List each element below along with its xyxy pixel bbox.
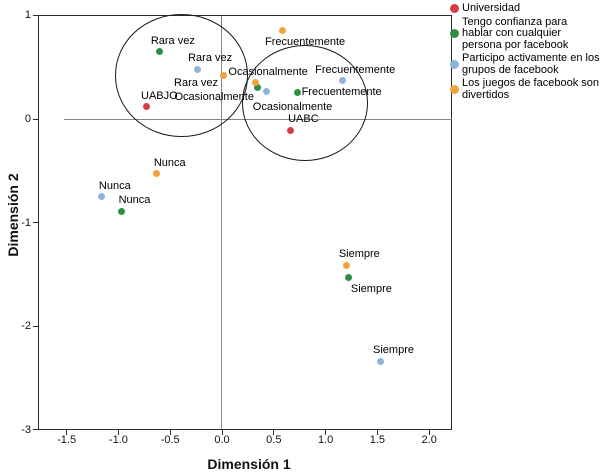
- legend-item-confianza: Tengo confianza para hablar con cualquie…: [450, 15, 606, 52]
- cluster-circle: [115, 14, 248, 137]
- data-point: [338, 77, 346, 85]
- x-tick-label: -1.0: [108, 434, 128, 446]
- data-point: [153, 170, 161, 178]
- data-point: [344, 274, 352, 281]
- legend-dot-confianza-icon: [450, 29, 459, 39]
- point-label: Siempre: [350, 282, 392, 295]
- y-tick-mark: [33, 325, 38, 327]
- point-label: UABC: [288, 113, 319, 126]
- x-tick-mark: [169, 430, 171, 435]
- legend-dot-participo-icon: [450, 60, 459, 69]
- legend-label-participo: Participo activamente en los grupos de f…: [462, 52, 600, 76]
- point-label: Rara vez: [188, 52, 233, 65]
- x-tick-label: 0.5: [266, 434, 282, 446]
- legend-dot-juegos-icon: [450, 85, 459, 94]
- y-tick-mark: [33, 222, 38, 224]
- x-tick-mark: [221, 430, 223, 435]
- point-label: Rara vez: [150, 34, 195, 47]
- data-point: [263, 87, 271, 95]
- data-point: [251, 79, 259, 87]
- x-tick-mark: [428, 430, 430, 435]
- point-label: Nunca: [153, 156, 186, 169]
- x-tick-mark: [376, 430, 378, 435]
- data-point: [286, 126, 294, 134]
- point-label: Nunca: [118, 194, 151, 207]
- data-point: [98, 193, 106, 201]
- point-label: Siempre: [338, 248, 380, 261]
- point-label: Ocasionalmente: [228, 65, 308, 78]
- x-tick-label: -1.5: [57, 434, 77, 446]
- x-zero-line: [221, 16, 222, 429]
- y-tick-mark: [33, 118, 38, 120]
- x-tick-mark: [325, 430, 327, 435]
- x-tick-mark: [117, 430, 119, 435]
- y-axis-title: Dimensión 2: [5, 173, 21, 257]
- x-tick-label: -0.5: [160, 434, 180, 446]
- data-point: [342, 261, 350, 269]
- point-label: Frecuentemente: [315, 63, 396, 76]
- point-label: Frecuentemente: [265, 35, 346, 48]
- data-point: [118, 207, 125, 215]
- y-tick-label: 1: [24, 9, 31, 22]
- x-tick-mark: [273, 430, 275, 435]
- point-label: Frecuentemente: [301, 86, 382, 99]
- legend-item-juegos: Los juegos de facebook son divertidos: [450, 77, 606, 101]
- legend-item-universidad: Universidad: [450, 2, 606, 15]
- data-point: [142, 103, 150, 111]
- point-label: Nunca: [98, 179, 131, 192]
- point-label: Rara vez: [174, 77, 219, 90]
- x-tick-label: 2.0: [421, 434, 437, 446]
- point-label: UABJO: [141, 89, 178, 102]
- legend-dot-universidad-icon: [450, 4, 459, 14]
- y-tick-mark: [33, 14, 38, 16]
- x-tick-mark: [66, 430, 68, 435]
- y-tick-label: 0: [24, 113, 31, 125]
- point-label: Ocasionalmente: [252, 101, 333, 114]
- point-label: Ocasionalmente: [174, 90, 254, 103]
- legend-label-universidad: Universidad: [462, 2, 521, 14]
- legend-item-participo: Participo activamente en los grupos de f…: [450, 52, 606, 76]
- y-tick-label: -2: [21, 320, 31, 333]
- data-point: [156, 48, 164, 56]
- x-tick-label: 0.0: [214, 434, 230, 446]
- y-tick-mark: [33, 429, 38, 431]
- x-tick-label: 1.5: [369, 434, 386, 446]
- cluster-circle: [241, 45, 369, 162]
- y-tick-label: -1: [21, 216, 31, 229]
- data-point: [294, 88, 302, 96]
- data-point: [278, 27, 286, 35]
- point-label: Siempre: [373, 344, 414, 357]
- legend-label-juegos: Los juegos de facebook son divertidos: [462, 77, 599, 101]
- legend-label-confianza: Tengo confianza para hablar con cualquie…: [462, 15, 569, 51]
- data-point: [377, 357, 384, 365]
- x-tick-label: 1.0: [317, 434, 334, 446]
- y-tick-label: -3: [21, 423, 31, 436]
- x-axis-title: Dimensión 1: [207, 456, 291, 472]
- data-point: [219, 71, 227, 79]
- data-point: [193, 65, 201, 73]
- data-point: [253, 84, 261, 92]
- legend: Universidad Tengo confianza para hablar …: [450, 2, 606, 103]
